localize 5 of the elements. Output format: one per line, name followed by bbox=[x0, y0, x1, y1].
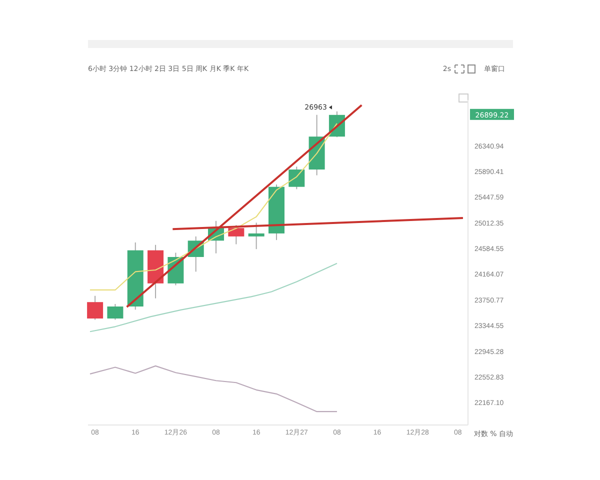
candlestick bbox=[248, 222, 264, 250]
candlestick bbox=[107, 303, 124, 320]
candlestick bbox=[87, 295, 104, 320]
candlestick bbox=[288, 166, 305, 190]
candlestick bbox=[228, 224, 244, 245]
